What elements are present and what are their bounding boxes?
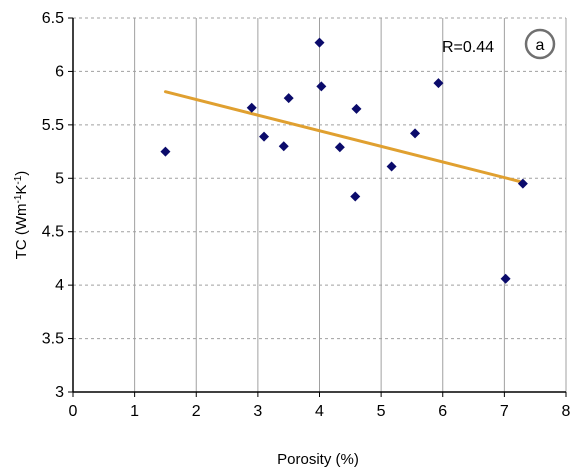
y-axis-label: TC (Wm-1K-1) (13, 171, 31, 260)
data-point (350, 191, 361, 202)
y-axis-label-part: TC (Wm (13, 204, 30, 260)
panel-label: a (536, 37, 545, 54)
y-tick-label: 6.5 (42, 10, 64, 27)
data-point (386, 161, 397, 172)
data-point (259, 131, 270, 142)
x-tick-label: 8 (562, 403, 571, 420)
data-point (283, 93, 294, 104)
y-axis-label-sup: -1 (13, 175, 24, 184)
data-point (314, 37, 325, 48)
x-tick-label: 5 (377, 403, 386, 420)
data-point (160, 146, 171, 157)
y-tick-label: 5.5 (42, 117, 64, 134)
x-tick-label: 6 (438, 403, 447, 420)
data-point (500, 273, 511, 284)
r-annotation: R=0.44 (442, 39, 494, 56)
x-tick-label: 4 (315, 403, 324, 420)
grid (73, 17, 567, 392)
x-tick-label: 1 (130, 403, 139, 420)
panel-label-circle (524, 28, 556, 60)
y-axis-label-part: ) (13, 171, 30, 176)
x-tick-label: 2 (192, 403, 201, 420)
x-tick-label: 7 (500, 403, 509, 420)
y-tick-label: 4 (55, 277, 64, 294)
y-tick-label: 4.5 (42, 224, 64, 241)
data-point (246, 102, 257, 113)
data-point (351, 103, 362, 114)
y-tick-label: 3 (55, 384, 64, 401)
y-axis-label-part: K (13, 185, 30, 195)
x-tick-label: 3 (253, 403, 262, 420)
trendline (163, 90, 522, 183)
x-axis-label: Porosity (%) (277, 451, 359, 468)
data-point (278, 141, 289, 152)
axes (68, 17, 567, 397)
data-point (410, 128, 421, 139)
data-points (160, 37, 528, 284)
y-tick-label: 5 (55, 170, 64, 187)
data-point (334, 142, 345, 153)
y-tick-label: 3.5 (42, 331, 64, 348)
x-tick-label: 0 (69, 403, 78, 420)
tick-labels: 0 1 2 3 4 5 6 7 8 3 3.5 4 4.5 5 5.5 6 6.5 (42, 10, 571, 420)
y-tick-label: 6 (55, 63, 64, 80)
data-point (316, 81, 327, 92)
data-point (433, 78, 444, 89)
data-point (517, 178, 528, 189)
y-axis-label-sup: -1 (13, 194, 24, 203)
